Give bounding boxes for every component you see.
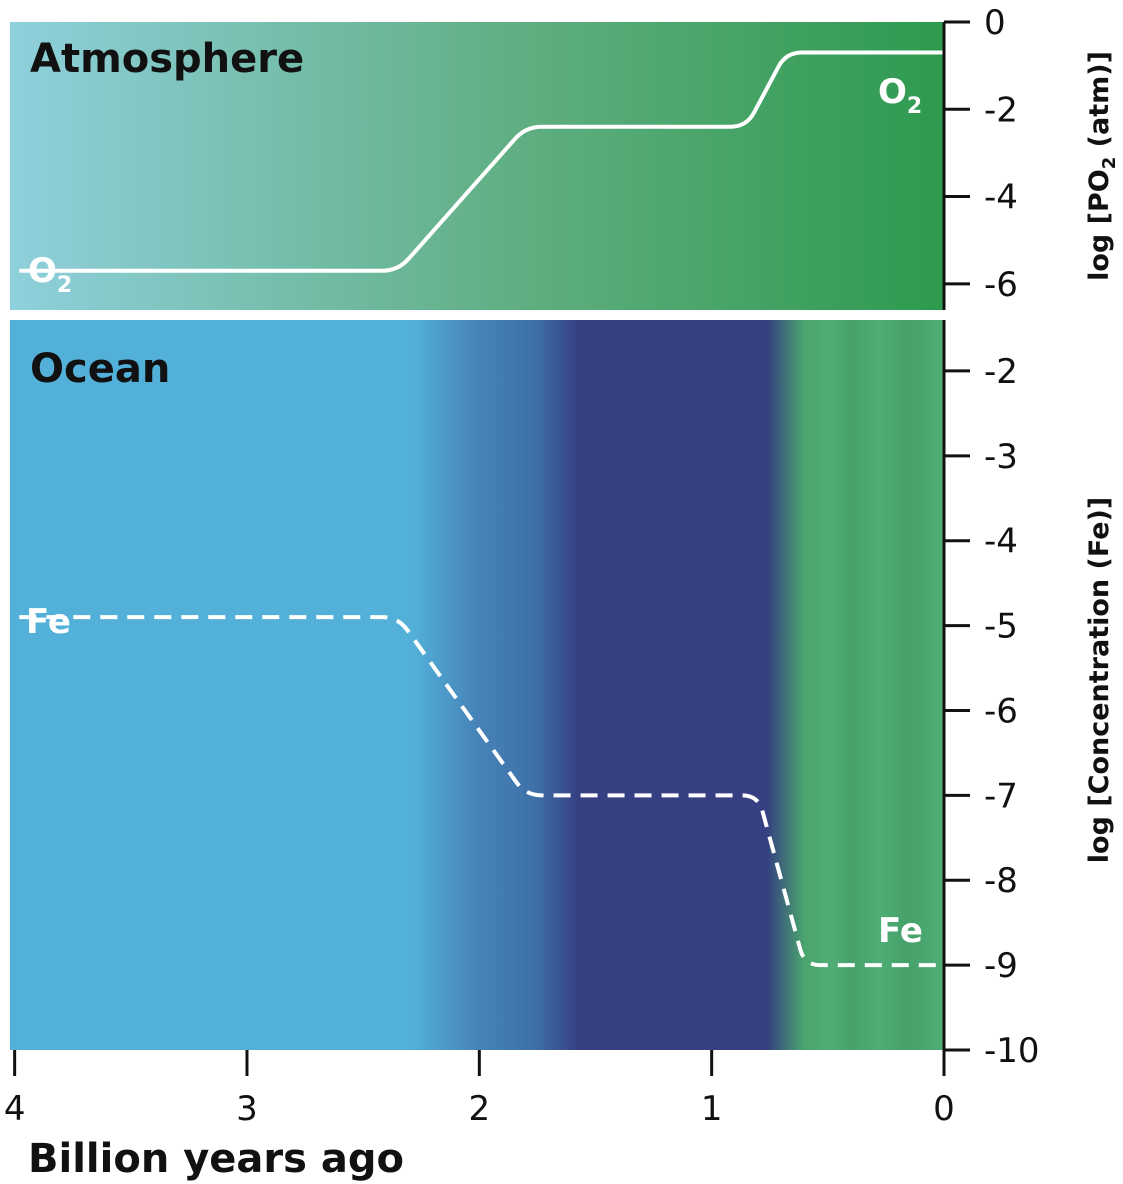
atmosphere-y-axis: 0 -2 -4 -6 (942, 3, 1018, 310)
atmosphere-background (10, 22, 944, 310)
x-tick-label: 0 (933, 1089, 955, 1129)
atmosphere-y-tick-label: -4 (984, 178, 1018, 218)
atmosphere-y-axis-title: log [PO2 (atm)] (1084, 51, 1120, 281)
ocean-panel-title: Ocean (30, 346, 170, 392)
atmosphere-panel-title: Atmosphere (30, 36, 304, 82)
fe-series-line (19, 615, 944, 968)
ocean-background (10, 320, 944, 1050)
fe-end-label: Fe (878, 911, 923, 951)
x-axis: 4 3 2 1 0 (4, 1050, 955, 1129)
o2-series-line (19, 50, 944, 273)
ocean-y-tick-label: -2 (984, 352, 1018, 392)
atmosphere-y-tick-label: -2 (984, 90, 1018, 130)
atmosphere-y-tick-label: -6 (984, 265, 1018, 305)
ocean-y-tick-label: -4 (984, 522, 1018, 562)
x-tick-label: 1 (701, 1089, 723, 1129)
fe-start-label: Fe (26, 602, 71, 642)
ocean-y-tick-label: -7 (984, 776, 1018, 816)
ocean-y-axis-title: log [Concentration (Fe)] (1084, 497, 1115, 863)
o2-end-label: O2 (878, 72, 922, 119)
x-tick-label: 2 (469, 1089, 491, 1129)
o2-start-label: O2 (28, 251, 72, 298)
x-tick-label: 3 (236, 1089, 258, 1129)
x-tick-label: 4 (4, 1089, 26, 1129)
ocean-y-tick-label: -10 (984, 1031, 1040, 1071)
ocean-panel: Ocean Fe Fe -2 -3 -4 -5 -6 -7 -8 -9 -10 log [Con… (10, 320, 1115, 1071)
ocean-y-tick-label: -9 (984, 946, 1018, 986)
ocean-y-tick-label: -5 (984, 607, 1018, 647)
ocean-y-tick-label: -8 (984, 861, 1018, 901)
ocean-y-axis: -2 -3 -4 -5 -6 -7 -8 -9 -10 (942, 320, 1040, 1071)
x-axis-title: Billion years ago (28, 1136, 404, 1182)
ocean-y-tick-label: -6 (984, 691, 1018, 731)
atmosphere-y-tick-label: 0 (984, 3, 1006, 43)
atmosphere-panel: Atmosphere O2 O2 0 -2 -4 -6 log [PO2 (atm)] (10, 3, 1120, 310)
ocean-y-tick-label: -3 (984, 437, 1018, 477)
